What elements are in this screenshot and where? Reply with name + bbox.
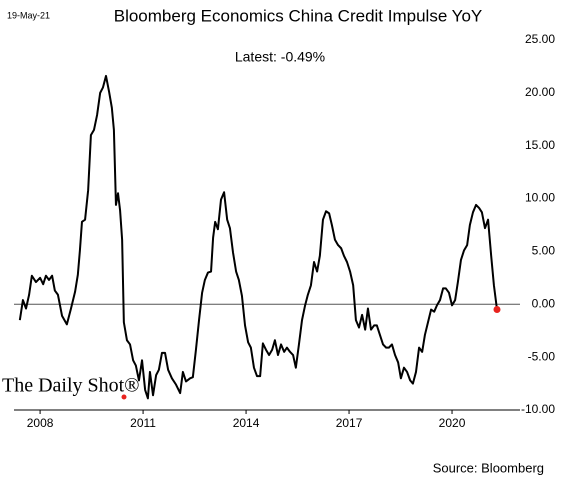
y-tick-label: 20.00 bbox=[525, 85, 555, 99]
y-tick-label: 5.00 bbox=[532, 244, 556, 258]
date: 19-May-21 bbox=[7, 10, 50, 20]
line bbox=[18, 74, 498, 400]
x-tick-label: 2011 bbox=[130, 416, 156, 430]
y-tick-label: -10.00 bbox=[521, 402, 555, 416]
source: Source: Bloomberg bbox=[433, 460, 544, 475]
x-tick-label: 2017 bbox=[336, 416, 363, 430]
latest-marker bbox=[493, 305, 501, 313]
y-tick-label: 25.00 bbox=[525, 32, 555, 46]
y-tick-label: -5.00 bbox=[528, 349, 556, 363]
y-tick-label: 10.00 bbox=[525, 191, 555, 205]
x-tick-label: 2014 bbox=[233, 416, 260, 430]
plot: 25.00 20.00 15.00 10.00 5.00 0.00 -5.00 -10.00 2… bbox=[14, 32, 555, 430]
x-tick-label: 2020 bbox=[439, 416, 466, 430]
y-tick-label: 15.00 bbox=[525, 138, 555, 152]
chart-title: Bloomberg Economics China Credit Impulse… bbox=[114, 6, 483, 25]
x-tick-label: 2008 bbox=[27, 416, 54, 430]
y-tick-label: 0.00 bbox=[532, 296, 556, 310]
watermark: The Daily Shot® bbox=[2, 375, 139, 397]
watermark-bg bbox=[0, 375, 128, 399]
annotation: Latest: -0.49% bbox=[235, 49, 325, 65]
watermark-dot bbox=[121, 394, 127, 400]
